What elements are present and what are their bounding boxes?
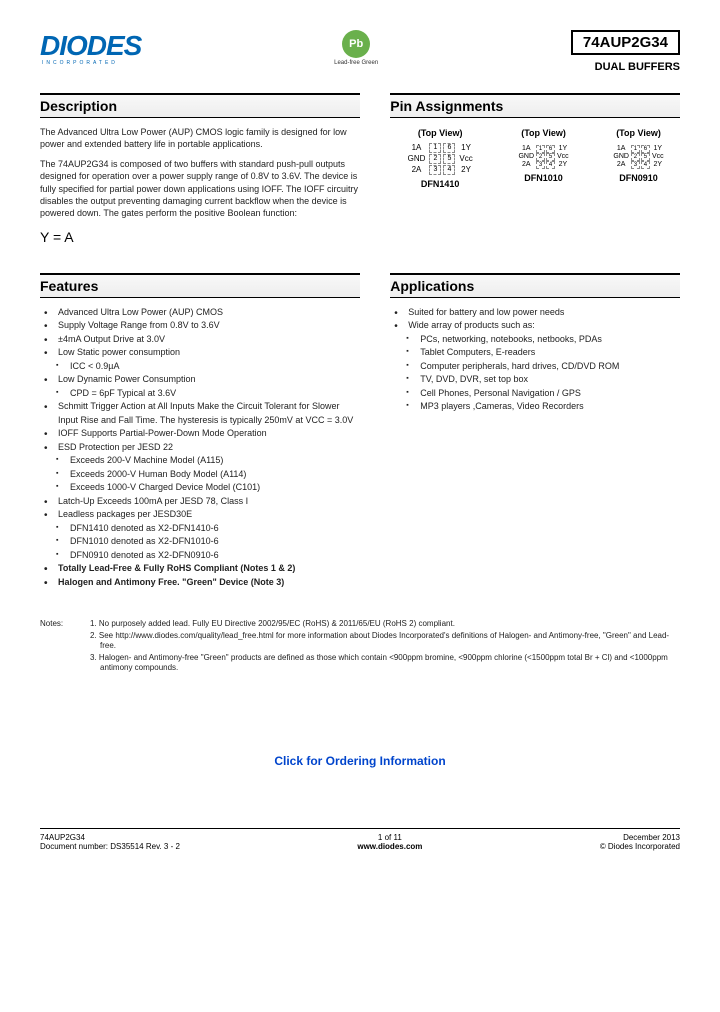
ordering-link[interactable]: Click for Ordering Information bbox=[274, 754, 445, 768]
list-item: Totally Lead-Free & Fully RoHS Compliant… bbox=[44, 562, 360, 576]
list-item: DFN0910 denoted as X2-DFN0910-6 bbox=[56, 549, 360, 563]
features-list: Advanced Ultra Low Power (AUP) CMOSSuppl… bbox=[40, 306, 360, 590]
pin-diagram-DFN0910: (Top View)1A161YGND25Vcc2A342YDFN0910 bbox=[612, 128, 664, 189]
list-item: Leadless packages per JESD30E bbox=[44, 508, 360, 522]
list-item: Latch-Up Exceeds 100mA per JESD 78, Clas… bbox=[44, 495, 360, 509]
formula: Y = A bbox=[40, 229, 360, 245]
footer-url: www.diodes.com bbox=[357, 842, 422, 851]
pb-icon: Pb bbox=[342, 30, 370, 58]
logo: DIODES INCORPORATED bbox=[40, 30, 141, 66]
part-number: 74AUP2G34 bbox=[583, 34, 668, 51]
list-item: DFN1410 denoted as X2-DFN1410-6 bbox=[56, 522, 360, 536]
description-heading: Description bbox=[40, 93, 360, 118]
footer-doc: Document number: DS35514 Rev. 3 - 2 bbox=[40, 842, 180, 851]
leadfree-badge: Pb Lead-free Green bbox=[334, 30, 378, 66]
note-item: 1. No purposely added lead. Fully EU Dir… bbox=[90, 619, 680, 629]
note-item: 3. Halogen- and Antimony-free "Green" pr… bbox=[90, 653, 680, 674]
list-item: ICC < 0.9µA bbox=[56, 360, 360, 374]
list-item: DFN1010 denoted as X2-DFN1010-6 bbox=[56, 535, 360, 549]
pin-diagram-DFN1410: (Top View)1A161YGND25Vcc2A342YDFN1410 bbox=[406, 128, 475, 189]
list-item: Schmitt Trigger Action at All Inputs Mak… bbox=[44, 400, 360, 427]
pin-diagram-DFN1010: (Top View)1A161YGND25Vcc2A342YDFN1010 bbox=[517, 128, 569, 189]
pin-diagrams: (Top View)1A161YGND25Vcc2A342YDFN1410 (To… bbox=[390, 128, 680, 189]
list-item: Halogen and Antimony Free. "Green" Devic… bbox=[44, 576, 360, 590]
list-item: ESD Protection per JESD 22 bbox=[44, 441, 360, 455]
list-item: Computer peripherals, hard drives, CD/DV… bbox=[406, 360, 680, 374]
list-item: Cell Phones, Personal Navigation / GPS bbox=[406, 387, 680, 401]
list-item: Exceeds 1000-V Charged Device Model (C10… bbox=[56, 481, 360, 495]
features-heading: Features bbox=[40, 273, 360, 298]
list-item: Exceeds 2000-V Human Body Model (A114) bbox=[56, 468, 360, 482]
list-item: Suited for battery and low power needs bbox=[394, 306, 680, 320]
notes-body: 1. No purposely added lead. Fully EU Dir… bbox=[90, 619, 680, 674]
footer-date: December 2013 bbox=[600, 833, 680, 842]
ordering-link-row: Click for Ordering Information bbox=[40, 754, 680, 768]
footer-part: 74AUP2G34 bbox=[40, 833, 180, 842]
footer-copy: © Diodes Incorporated bbox=[600, 842, 680, 851]
description-para2: The 74AUP2G34 is composed of two buffers… bbox=[40, 158, 360, 219]
footer-page: 1 of 11 bbox=[357, 833, 422, 842]
list-item: Exceeds 200-V Machine Model (A115) bbox=[56, 454, 360, 468]
pb-label: Lead-free Green bbox=[334, 60, 378, 66]
list-item: Low Dynamic Power Consumption bbox=[44, 373, 360, 387]
list-item: PCs, networking, notebooks, netbooks, PD… bbox=[406, 333, 680, 347]
part-subtitle: DUAL BUFFERS bbox=[571, 61, 680, 73]
list-item: Low Static power consumption bbox=[44, 346, 360, 360]
note-item: 2. See http://www.diodes.com/quality/lea… bbox=[90, 631, 680, 652]
logo-text: DIODES bbox=[40, 30, 141, 62]
notes-label: Notes: bbox=[40, 619, 80, 674]
applications-list: Suited for battery and low power needsWi… bbox=[390, 306, 680, 414]
pin-assignments-heading: Pin Assignments bbox=[390, 93, 680, 118]
header: DIODES INCORPORATED Pb Lead-free Green 7… bbox=[40, 30, 680, 73]
list-item: IOFF Supports Partial-Power-Down Mode Op… bbox=[44, 427, 360, 441]
list-item: TV, DVD, DVR, set top box bbox=[406, 373, 680, 387]
list-item: Wide array of products such as: bbox=[394, 319, 680, 333]
list-item: CPD = 6pF Typical at 3.6V bbox=[56, 387, 360, 401]
applications-heading: Applications bbox=[390, 273, 680, 298]
part-box: 74AUP2G34 DUAL BUFFERS bbox=[571, 30, 680, 73]
list-item: Supply Voltage Range from 0.8V to 3.6V bbox=[44, 319, 360, 333]
list-item: ±4mA Output Drive at 3.0V bbox=[44, 333, 360, 347]
list-item: MP3 players ,Cameras, Video Recorders bbox=[406, 400, 680, 414]
list-item: Tablet Computers, E-readers bbox=[406, 346, 680, 360]
description-para1: The Advanced Ultra Low Power (AUP) CMOS … bbox=[40, 126, 360, 150]
notes: Notes: 1. No purposely added lead. Fully… bbox=[40, 619, 680, 674]
footer: 74AUP2G34 Document number: DS35514 Rev. … bbox=[40, 828, 680, 851]
list-item: Advanced Ultra Low Power (AUP) CMOS bbox=[44, 306, 360, 320]
